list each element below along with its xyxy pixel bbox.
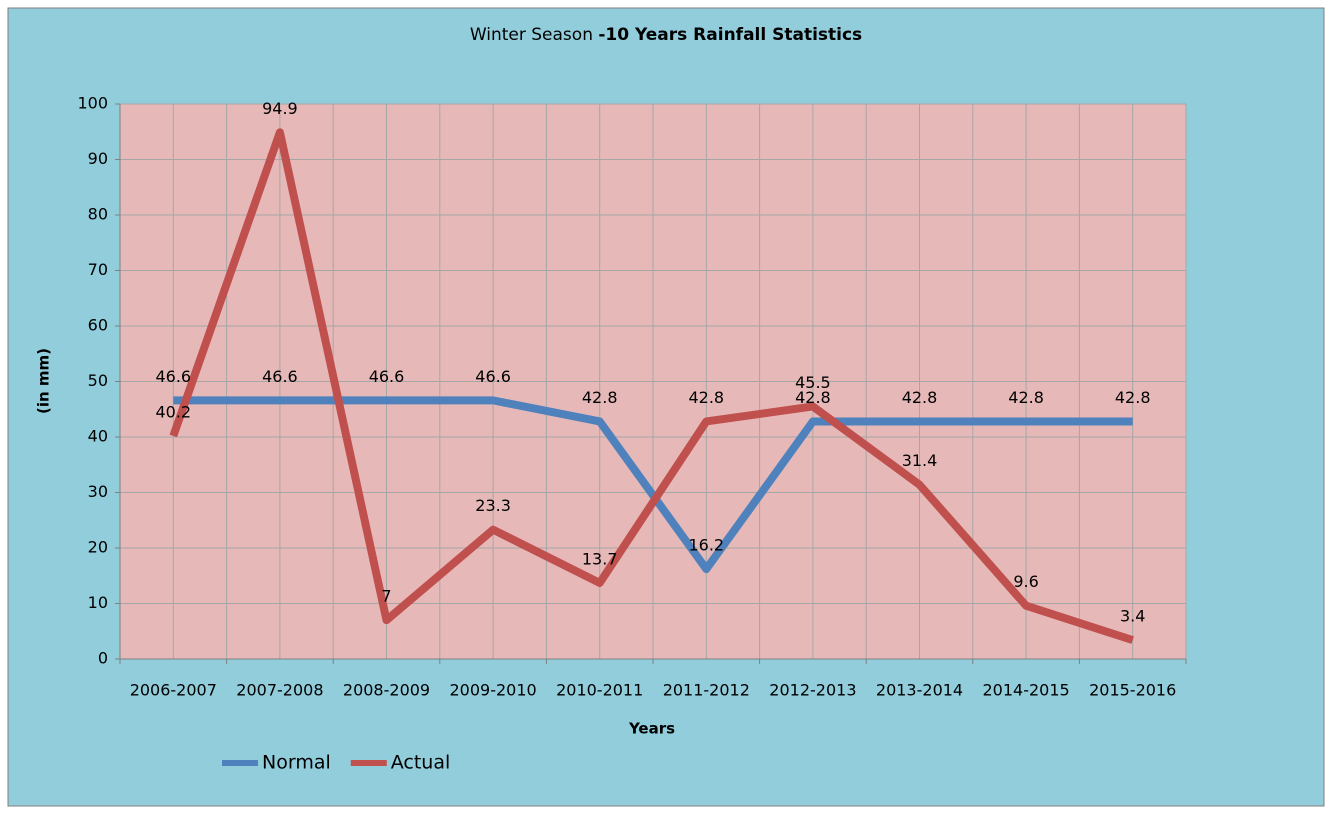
y-tick-label: 70 <box>88 260 108 279</box>
legend-label: Actual <box>391 752 451 774</box>
y-axis-label: (in mm) <box>35 348 53 414</box>
data-label: 46.6 <box>475 367 511 386</box>
x-tick-label: 2009-2010 <box>449 681 536 700</box>
x-tick-label: 2008-2009 <box>343 681 430 700</box>
legend-label: Normal <box>262 752 331 774</box>
y-tick-label: 60 <box>88 316 108 335</box>
chart-title: Winter Season -10 Years Rainfall Statist… <box>470 25 862 45</box>
x-tick-label: 2014-2015 <box>982 681 1069 700</box>
x-tick-label: 2011-2012 <box>663 681 750 700</box>
y-tick-label: 20 <box>88 538 108 557</box>
x-axis-label: Years <box>628 720 675 738</box>
data-label: 7 <box>381 587 391 606</box>
data-label: 42.8 <box>902 388 938 407</box>
y-tick-label: 90 <box>88 149 108 168</box>
title-regular: Winter Season <box>470 25 593 45</box>
x-tick-label: 2007-2008 <box>236 681 323 700</box>
data-label: 42.8 <box>688 388 724 407</box>
data-label: 45.5 <box>795 373 831 392</box>
y-tick-label: 50 <box>88 371 108 390</box>
y-tick-label: 40 <box>88 427 108 446</box>
data-label: 42.8 <box>1008 388 1044 407</box>
y-tick-label: 0 <box>98 649 108 668</box>
data-label: 16.2 <box>688 536 724 555</box>
x-tick-label: 2013-2014 <box>876 681 963 700</box>
data-label: 40.2 <box>155 402 191 421</box>
data-label: 23.3 <box>475 496 511 515</box>
data-label: 46.6 <box>369 367 405 386</box>
y-tick-label: 80 <box>88 205 108 224</box>
x-tick-label: 2015-2016 <box>1089 681 1176 700</box>
y-tick-label: 30 <box>88 482 108 501</box>
series-line <box>169 128 1134 644</box>
data-label: 9.6 <box>1013 572 1038 591</box>
y-tick-label: 10 <box>88 593 108 612</box>
title-bold: -10 Years Rainfall Statistics <box>598 25 862 45</box>
data-label: 13.7 <box>582 549 618 568</box>
data-label: 42.8 <box>795 388 831 407</box>
data-label: 46.6 <box>262 367 298 386</box>
x-tick-label: 2006-2007 <box>130 681 217 700</box>
x-tick-label: 2010-2011 <box>556 681 643 700</box>
data-label: 31.4 <box>902 451 938 470</box>
data-label: 94.9 <box>262 99 298 118</box>
y-tick-label: 100 <box>77 94 108 113</box>
data-label: 46.6 <box>155 367 191 386</box>
data-label: 3.4 <box>1120 607 1145 626</box>
data-label: 42.8 <box>1115 388 1151 407</box>
data-label: 42.8 <box>582 388 618 407</box>
x-tick-label: 2012-2013 <box>769 681 856 700</box>
